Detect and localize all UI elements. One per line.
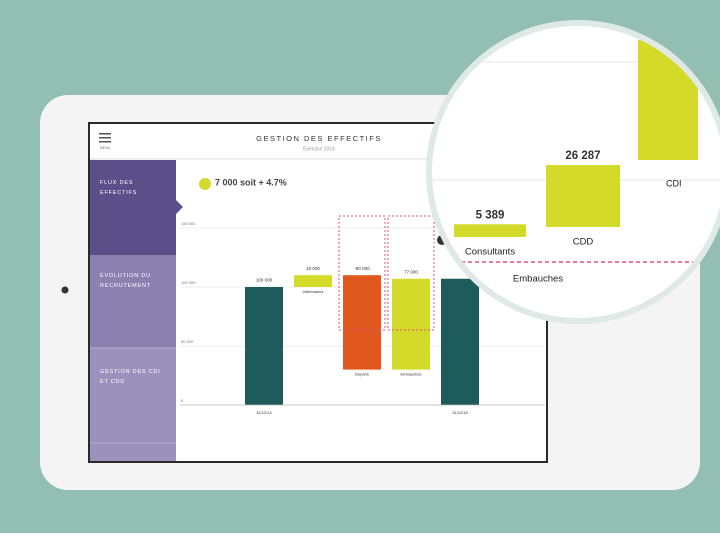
sidebar-label: GESTION DES CDI ET CDD: [100, 369, 161, 385]
y-tick-label: 50 000: [181, 339, 194, 344]
sidebar-label: FLUX DES EFFECTIFS: [100, 180, 137, 196]
subtitle: Exercice 2014: [303, 146, 335, 152]
lens-bar: [454, 224, 526, 237]
lens-bar: [546, 165, 620, 227]
badge: 7 000 soit + 4.7%: [215, 177, 287, 187]
value-label: -80 000: [354, 266, 370, 271]
x-tick-label: 31/12/14: [256, 410, 272, 415]
y-tick-label: 150 000: [181, 221, 196, 226]
value-label: 100 000: [256, 278, 273, 283]
value-label-bg: [348, 265, 376, 273]
menu-label: MENU: [100, 146, 111, 150]
lens-category-label: CDD: [573, 237, 594, 248]
x-tick-label: Départs: [355, 372, 369, 377]
camera: [61, 286, 69, 294]
y-tick-label: 100 000: [181, 280, 196, 285]
menu-icon[interactable]: [99, 133, 111, 143]
sidebar-item-active[interactable]: [90, 160, 176, 255]
x-tick-label: 31/12/15: [452, 410, 468, 415]
bar: [294, 275, 332, 287]
y-tick-label: 0: [181, 398, 184, 403]
value-label-bg: [397, 268, 425, 276]
value-label: 10 000: [306, 266, 320, 271]
chart: 0 50 000 100 000 150 000 100 000 31/12/14 10 0…: [180, 221, 545, 415]
sidebar-item[interactable]: [90, 255, 176, 348]
sidebar-item[interactable]: [90, 348, 176, 461]
lens-value-label: 26 287: [565, 150, 600, 162]
bar: [245, 287, 283, 405]
partial-label: CDI: [666, 178, 682, 188]
x-tick-label: Embauches: [400, 372, 421, 377]
x-tick-label: Intérimaires: [303, 289, 324, 294]
value-label-bg: [299, 265, 327, 273]
lens-connector: [397, 239, 443, 263]
lens-value-label: 5 389: [476, 209, 505, 221]
lens-category-label: Consultants: [465, 247, 515, 258]
sidebar-pointer: [176, 200, 183, 214]
bar: [343, 275, 381, 370]
group-label: Embauches: [513, 274, 563, 285]
value-label: 77 000: [404, 269, 418, 274]
title: GESTION DES EFFECTIFS: [256, 134, 382, 143]
sidebar-label: ÉVOLUTION DU RECRUTEMENT: [100, 272, 151, 289]
bar: [441, 278, 479, 405]
bar: [392, 278, 430, 370]
value-label-bg: [250, 277, 278, 284]
badge-icon: [199, 178, 211, 190]
